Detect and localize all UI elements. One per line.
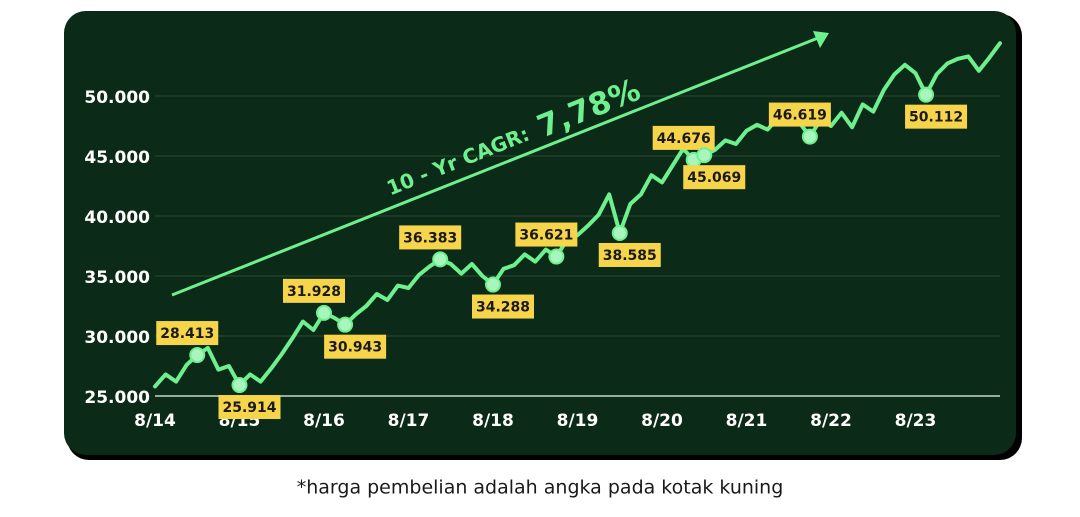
value-label: 31.928 [287, 284, 341, 300]
purchase-point [696, 147, 713, 164]
value-label: 25.914 [222, 400, 276, 416]
label-box [156, 321, 219, 346]
arrow-head [813, 31, 829, 48]
arrow-line [171, 36, 819, 297]
value-label: 30.943 [328, 340, 382, 356]
purchase-point [548, 248, 565, 265]
label-box [683, 165, 746, 190]
grid: 25.000 30.000 35.000 40.000 45.000 50.000 8/14… [84, 88, 1000, 431]
label-box [399, 225, 462, 250]
value-label: 34.288 [476, 300, 530, 316]
x-tick-label: 8/14 [134, 411, 176, 431]
y-tick-label: 45.000 [84, 148, 150, 168]
value-label: 38.585 [603, 248, 657, 264]
x-tick-label: 8/21 [726, 411, 768, 431]
value-label: 45.069 [687, 170, 741, 186]
value-label: 50.112 [909, 110, 963, 126]
x-tick-label: 8/23 [895, 411, 937, 431]
value-label: 36.621 [519, 228, 573, 244]
value-label: 46.619 [773, 108, 827, 124]
value-label: 36.383 [403, 230, 457, 246]
label-box [768, 102, 831, 127]
x-tick-label: 8/22 [810, 411, 852, 431]
x-tick-label: 8/20 [641, 411, 683, 431]
label-box [283, 278, 345, 303]
purchase-point [231, 377, 248, 394]
purchase-point [918, 86, 935, 103]
x-tick-label: 8/16 [303, 411, 345, 431]
x-tick-label: 8/17 [388, 411, 430, 431]
purchase-point [316, 304, 332, 321]
label-box [598, 242, 661, 267]
label-box [324, 334, 387, 359]
value-label: 44.676 [657, 131, 711, 147]
purchase-point [337, 316, 354, 333]
purchase-point [485, 276, 501, 293]
label-box [905, 104, 968, 129]
plot: 28.413 25.914 31.928 30.943 36.383 34.288 36.6… [153, 41, 1002, 420]
purchase-point [611, 224, 628, 241]
purchase-point [432, 251, 449, 268]
x-tick-label: 8/18 [472, 411, 514, 431]
y-tick-label: 30.000 [84, 328, 150, 348]
purchase-point [801, 128, 818, 145]
label-box [515, 222, 578, 247]
label-box [652, 125, 715, 150]
purchase-point [189, 347, 206, 364]
label-box [218, 395, 281, 420]
label-box [472, 294, 534, 319]
cagr-arrow [171, 31, 829, 297]
y-tick-label: 35.000 [84, 268, 150, 288]
y-tick-label: 40.000 [84, 208, 150, 228]
y-tick-label: 50.000 [84, 88, 150, 108]
price-line [153, 41, 1002, 389]
footnote: *harga pembelian adalah angka pada kotak… [297, 477, 784, 499]
y-tick-label: 25.000 [84, 388, 150, 408]
x-tick-label: 8/19 [557, 411, 599, 431]
value-label: 28.413 [160, 326, 214, 342]
